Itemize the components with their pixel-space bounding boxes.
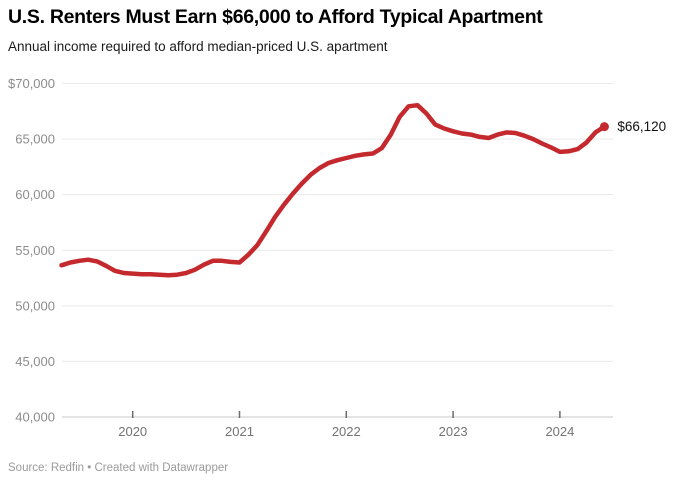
income-trend-line xyxy=(59,102,607,278)
chart-title: U.S. Renters Must Earn $66,000 to Afford… xyxy=(8,6,543,28)
y-axis-label: 45,000 xyxy=(15,354,55,369)
y-axis-label: $70,000 xyxy=(8,76,55,91)
y-axis-label: 55,000 xyxy=(15,243,55,258)
y-axis-label: 40,000 xyxy=(15,410,55,425)
x-axis-label: 2023 xyxy=(439,424,468,439)
y-axis-label: 65,000 xyxy=(15,132,55,147)
x-axis-label: 2021 xyxy=(225,424,254,439)
latest-value-dot xyxy=(599,122,609,132)
x-axis-label: 2024 xyxy=(545,424,574,439)
source-note: Source: Redfin • Created with Datawrappe… xyxy=(8,462,229,474)
y-axis-label: 50,000 xyxy=(15,298,55,313)
x-axis-label: 2022 xyxy=(332,424,361,439)
chart-subtitle: Annual income required to afford median-… xyxy=(8,39,388,54)
latest-value-label: $66,120 xyxy=(617,119,666,134)
x-axis-label: 2020 xyxy=(118,424,147,439)
y-axis-label: 60,000 xyxy=(15,187,55,202)
